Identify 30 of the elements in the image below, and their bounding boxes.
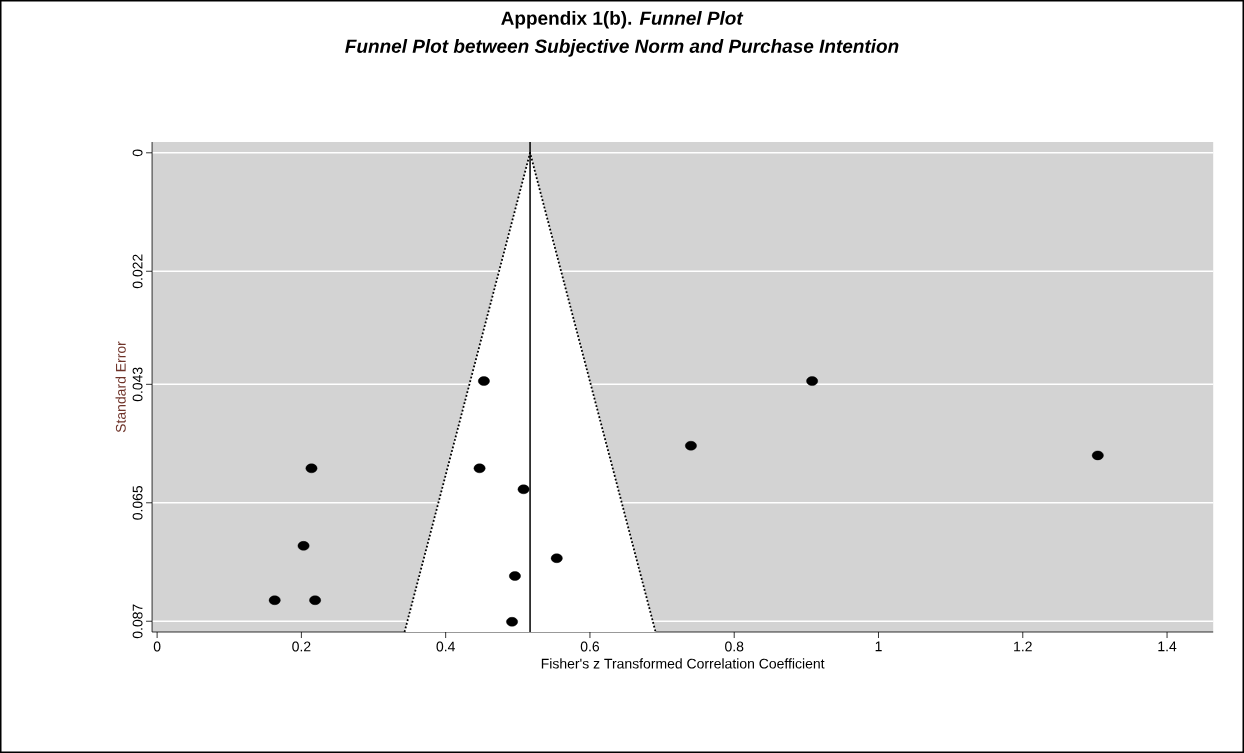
y-tick-label: 0 [132, 149, 143, 157]
point [305, 463, 318, 474]
chart-subtitle: Funnel Plot between Subjective Norm and Purchase Intention [345, 38, 899, 57]
x-tick-label: 1.2 [1014, 641, 1032, 652]
point [806, 376, 818, 386]
x-tick-label: 0.8 [725, 641, 744, 652]
point [309, 595, 321, 605]
x-tick-label: 1.4 [1158, 641, 1177, 652]
point [473, 463, 486, 474]
y-tick-label: 0.043 [132, 367, 143, 402]
point [550, 553, 563, 563]
point [509, 571, 521, 581]
point [478, 376, 490, 386]
y-tick-label: 0.022 [132, 254, 143, 289]
chart-title: Appendix 1(b). Funnel Plot [501, 10, 744, 29]
x-tick-label: 0 [153, 641, 161, 652]
point [268, 595, 281, 605]
point [297, 541, 310, 551]
y-axis-title: Standard Error [115, 341, 126, 433]
point [1091, 450, 1104, 461]
x-tick-label: 0.4 [436, 641, 455, 652]
x-tick-label: 0.6 [580, 641, 600, 652]
x-tick-label: 0.2 [292, 641, 311, 652]
x-axis-title: Fisher's z Transformed Correlation Coefficient [541, 658, 825, 669]
point [685, 441, 697, 451]
y-tick-label: 0.065 [132, 485, 143, 520]
x-tick-label: 1 [875, 641, 882, 652]
y-tick-label: 0.087 [132, 604, 143, 639]
point [506, 617, 518, 627]
point [517, 484, 530, 495]
